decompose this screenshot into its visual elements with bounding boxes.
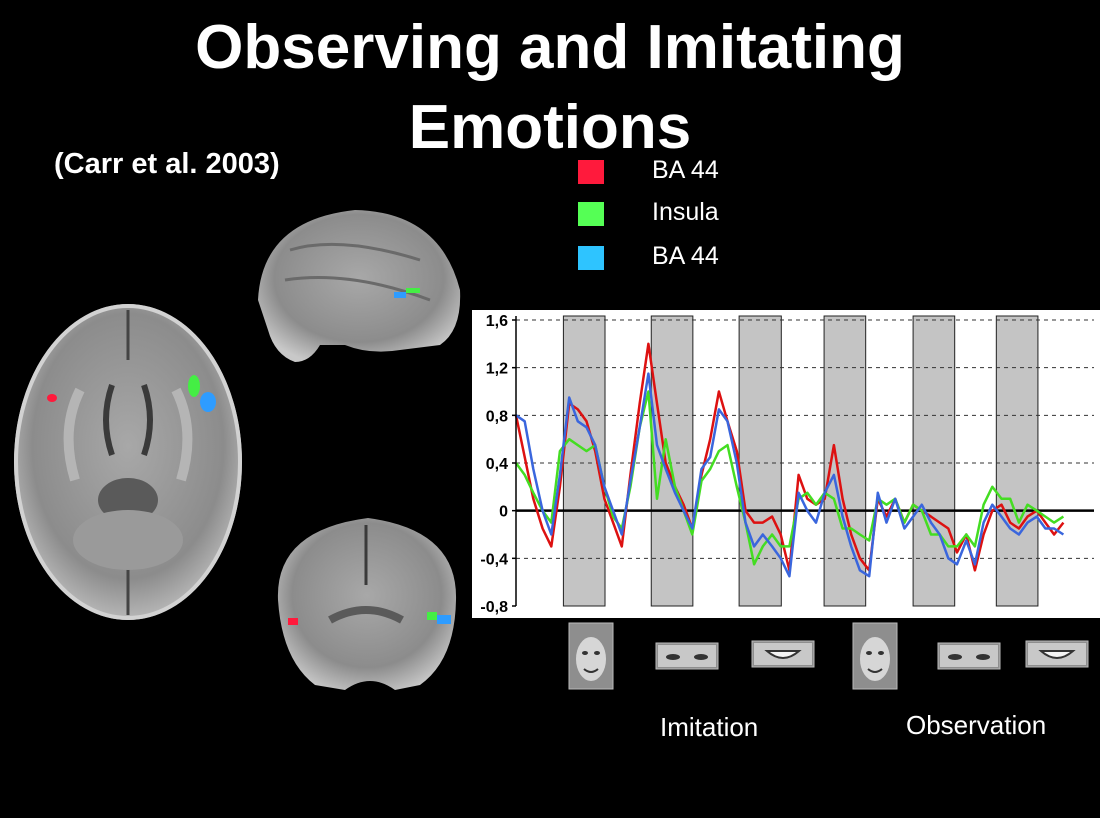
stimulus-face-image [568,622,614,690]
coronal-brain-image [277,518,457,690]
slide-title-line2: Emotions [408,93,692,162]
y-tick-label-1: 1,2 [486,361,508,378]
axial-green-activation [188,375,200,397]
sagittal-blue-activation [394,292,406,298]
legend-label-insula: Insula [652,198,719,226]
legend-label-ba44-blue: BA 44 [652,242,719,270]
legend-swatch-red [578,160,604,184]
imitation-label: Imitation [660,712,759,742]
brain-scans [14,210,461,690]
y-tick-label-4: 0 [499,504,508,521]
sagittal-brain-image [258,210,461,362]
series-line-3 [515,372,1065,578]
line-chart: 1,6 1,2 0,8 0,4 0 -0,4 -0,8 [480,313,1094,616]
y-tick-label-6: -0,8 [480,599,508,616]
stimulus-block-6 [995,315,1039,607]
legend-swatch-blue [578,246,604,270]
y-tick-label-0: 1,6 [486,313,508,330]
y-tick-label-5: -0,4 [480,551,508,568]
coronal-green-activation [427,612,437,620]
axial-red-activation [47,394,57,402]
stimulus-face-image [852,622,898,690]
y-tick-label-3: 0,4 [486,456,508,473]
stimulus-mouth-image [1025,640,1089,668]
y-tick-label-2: 0,8 [486,408,508,425]
sagittal-green-activation [406,288,420,293]
slide-title-line1: Observing and Imitating [195,13,905,82]
observation-label: Observation [906,710,1047,740]
stimulus-eyes-image [655,642,719,670]
chart-panel: 1,6 1,2 0,8 0,4 0 -0,4 -0,8 [472,310,1100,618]
axial-blue-activation [200,392,216,412]
stimulus-block-2 [650,315,694,607]
coronal-blue-activation [437,615,451,624]
axial-brain-image [14,304,242,620]
legend-swatch-green [578,202,604,226]
stimulus-mouth-image [751,640,815,668]
stimulus-eyes-image [937,642,1001,670]
stimulus-row [568,622,1089,690]
citation: (Carr et al. 2003) [54,148,280,180]
legend-label-ba44-red: BA 44 [652,156,719,184]
coronal-red-activation [288,618,298,625]
